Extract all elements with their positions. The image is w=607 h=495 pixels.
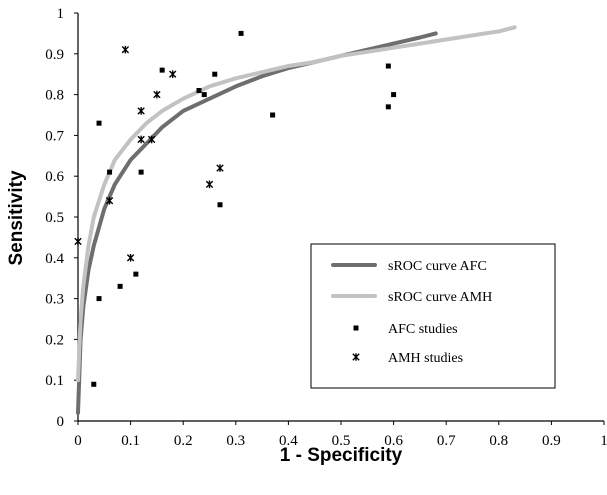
afc-study-point	[133, 271, 139, 277]
afc-study-point	[96, 296, 102, 302]
amh-study-point	[153, 90, 161, 99]
afc-study-point	[238, 30, 244, 36]
x-tick-label: 0.6	[384, 433, 403, 449]
y-tick-label: 0.5	[45, 210, 64, 226]
amh-study-point	[147, 135, 156, 144]
legend-swatch-amh-studies	[352, 353, 360, 361]
amh-study-point	[74, 237, 82, 246]
afc-study-point	[107, 169, 113, 175]
afc-study-point	[138, 169, 144, 175]
tick-labels: 0 0.1 0.2 0.3 0.4 0.5 0.6 0.7 0.8 0.9 1 0 0.1 0.2 0.3 0…	[45, 6, 607, 449]
y-tick-label: 1	[57, 6, 65, 22]
y-tick-label: 0.1	[45, 373, 64, 389]
markers	[74, 30, 397, 387]
x-tick-label: 0.9	[542, 433, 561, 449]
legend-label-sroc-curve-afc: sROC curve AFC	[388, 259, 487, 274]
amh-study-point	[126, 254, 135, 262]
afc-study-point	[385, 104, 391, 110]
x-tick-label: 0.8	[489, 433, 508, 449]
amh-study-point	[137, 107, 145, 115]
sroc-curve-amh-line	[76, 25, 517, 383]
amh-study-point	[205, 180, 214, 189]
x-axis-title: 1 - Specificity	[280, 445, 403, 466]
afc-study-point	[212, 71, 218, 77]
legend-label-sroc-curve-amh: sROC curve AMH	[388, 290, 492, 305]
y-tick-label: 0.6	[45, 169, 64, 185]
y-tick-label: 0.9	[45, 47, 64, 63]
afc-study-point	[196, 88, 202, 94]
x-tick-label: 0.4	[279, 433, 298, 449]
afc-study-point	[201, 92, 207, 98]
legend-label-afc-studies: AFC studies	[388, 322, 458, 337]
x-tick-label: 0.5	[332, 433, 351, 449]
afc-study-point	[159, 67, 165, 73]
curves	[76, 25, 517, 415]
y-tick-label: 0	[57, 414, 65, 430]
afc-study-point	[270, 112, 276, 118]
y-tick-label: 0.2	[45, 332, 64, 348]
afc-study-point	[217, 202, 223, 208]
legend-box	[310, 243, 556, 389]
y-axis-title: Sensitivity	[6, 170, 27, 265]
afc-study-point	[385, 63, 391, 69]
amh-study-point	[168, 70, 177, 78]
amh-study-point	[216, 164, 224, 172]
y-tick-label: 0.4	[45, 251, 64, 267]
x-tick-label: 0.1	[121, 433, 140, 449]
legend-label-amh-studies: AMH studies	[388, 351, 463, 366]
x-tick-label: 1	[600, 433, 607, 449]
y-tick-label: 0.8	[45, 88, 64, 104]
afc-study-point	[391, 92, 397, 98]
afc-study-point	[91, 381, 97, 387]
x-tick-label: 0	[74, 433, 82, 449]
amh-study-point	[137, 135, 145, 144]
legend: sROC curve AFC sROC curve AMH AFC studies A…	[310, 243, 556, 389]
x-tick-label: 0.7	[437, 433, 456, 449]
amh-study-point	[121, 45, 130, 54]
y-tick-label: 0.7	[45, 128, 64, 144]
afc-study-point	[96, 120, 102, 126]
amh-study-point	[105, 196, 114, 205]
x-tick-label: 0.2	[174, 433, 193, 449]
x-tick-label: 0.3	[226, 433, 245, 449]
y-tick-label: 0.3	[45, 292, 64, 308]
legend-swatch-afc-studies	[353, 325, 359, 331]
afc-study-point	[117, 283, 123, 289]
